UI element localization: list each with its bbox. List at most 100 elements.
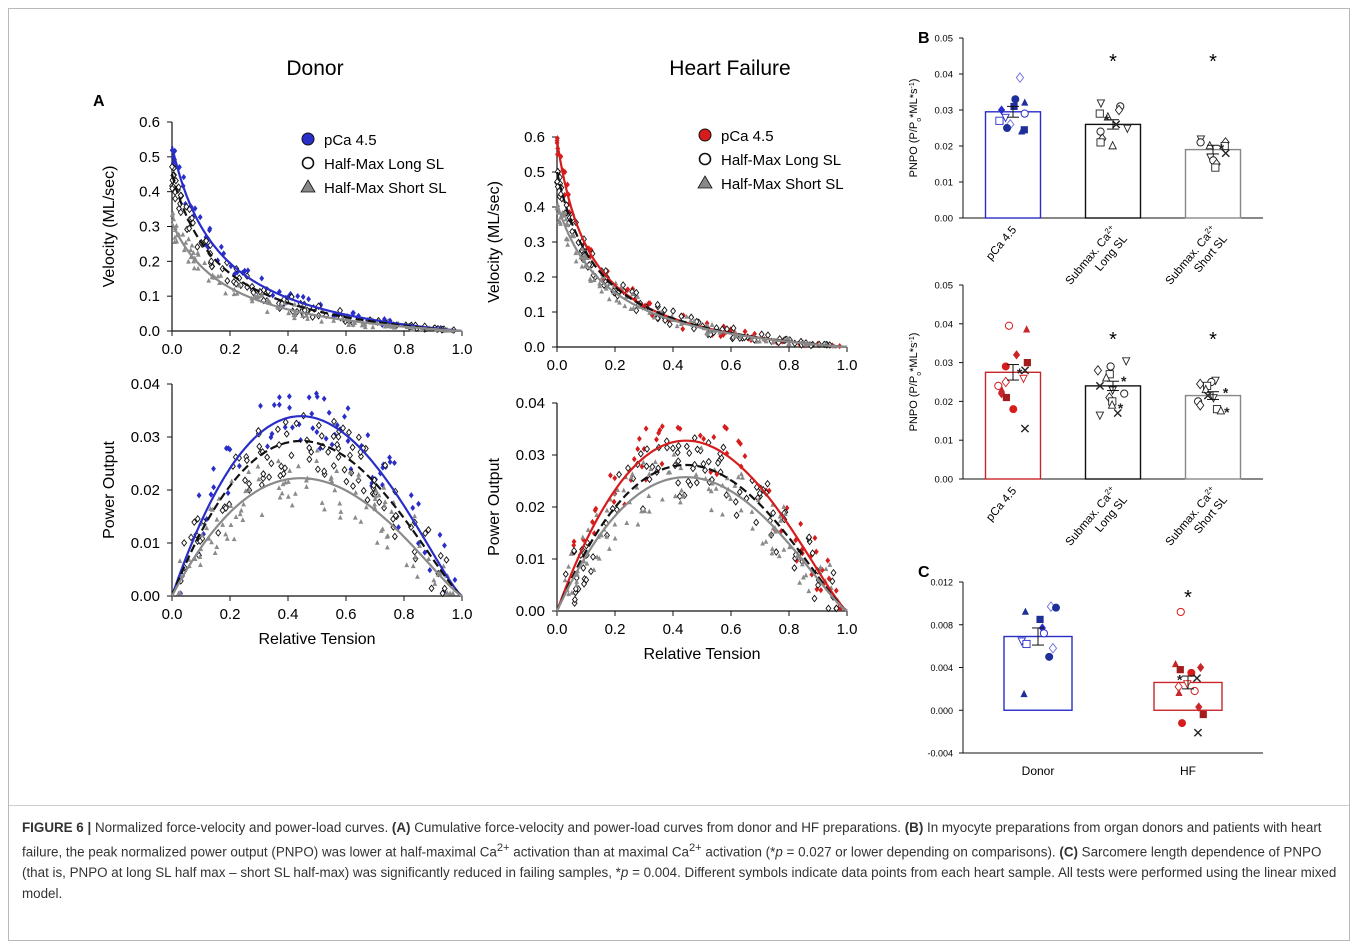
y-tick-label: 0.00 <box>935 214 954 225</box>
caption-a-text: Cumulative force-velocity and power-load… <box>410 820 905 835</box>
data-point <box>694 445 701 454</box>
data-point <box>387 454 392 461</box>
data-point <box>293 419 300 428</box>
data-point <box>385 533 391 538</box>
y-tick-label: 0.02 <box>935 142 954 153</box>
fit-curve <box>555 140 848 349</box>
data-point <box>573 258 579 264</box>
data-point: * <box>1017 365 1023 381</box>
data-point <box>678 312 685 321</box>
data-point <box>283 479 288 485</box>
data-point <box>736 488 743 496</box>
data-point <box>207 225 213 232</box>
data-point <box>656 429 662 437</box>
data-point <box>342 413 347 420</box>
data-point <box>580 534 586 540</box>
data-point <box>621 487 627 493</box>
data-point <box>228 503 234 509</box>
y-tick-label: 0.01 <box>935 178 954 189</box>
y-tick-label: 0.6 <box>524 129 545 146</box>
data-point <box>738 440 743 447</box>
data-point <box>276 441 283 449</box>
data-point <box>724 425 729 432</box>
data-point <box>574 582 579 588</box>
data-point <box>1039 629 1049 638</box>
data-point <box>776 553 782 559</box>
data-point: * <box>1224 404 1230 420</box>
data-point <box>330 461 337 470</box>
category-label: Submax. Ca2+Short SL <box>1162 483 1231 557</box>
data-point <box>214 544 220 550</box>
data-point <box>224 535 230 541</box>
data-point <box>335 453 342 462</box>
data-point <box>331 417 337 426</box>
data-point <box>191 518 198 527</box>
data-point <box>198 562 203 568</box>
x-tick-label: 0.0 <box>162 606 183 623</box>
legend-label: Half-Max Long SL <box>721 152 841 169</box>
data-point: * <box>1219 141 1225 157</box>
y-tick-label: 0.03 <box>131 429 160 446</box>
data-point <box>625 286 631 293</box>
data-point <box>574 578 580 584</box>
y-axis-label: PNPO (P/Po*ML*s-1) <box>908 79 923 178</box>
y-tick-label: 0.01 <box>131 535 160 552</box>
data-point <box>330 432 337 441</box>
data-point <box>214 516 220 522</box>
data-point <box>265 443 270 450</box>
category-label: Submax. Ca2+Long SL <box>1062 222 1131 296</box>
y-tick-label: 0.01 <box>516 551 545 568</box>
data-point <box>750 525 755 531</box>
data-point <box>1182 680 1192 689</box>
data-point <box>625 464 631 472</box>
x-tick-label: 0.8 <box>394 606 415 623</box>
data-point <box>306 444 313 452</box>
y-tick-label: 0.3 <box>139 219 160 236</box>
data-point <box>565 241 571 247</box>
data-point <box>675 424 681 431</box>
data-point <box>562 577 568 583</box>
data-point <box>283 430 290 438</box>
x-tick-label: 0.2 <box>220 341 241 358</box>
data-point <box>661 306 668 315</box>
data-point <box>292 310 298 316</box>
data-point <box>358 452 364 461</box>
data-point <box>264 309 270 314</box>
data-point <box>1002 393 1010 402</box>
data-point <box>690 324 697 333</box>
data-point <box>171 216 177 222</box>
data-point <box>1045 652 1054 661</box>
caption-p-1: p <box>775 844 783 860</box>
data-point <box>563 236 569 241</box>
y-axis-label: Power Output <box>101 441 118 539</box>
x-tick-label: 0.6 <box>721 621 742 638</box>
data-point <box>1196 138 1205 147</box>
data-point <box>223 531 229 537</box>
data-point <box>1015 72 1025 84</box>
data-point <box>612 475 618 482</box>
data-point <box>203 241 209 248</box>
x-tick-label: 0.2 <box>605 621 626 638</box>
data-point <box>246 479 253 488</box>
data-point <box>1175 688 1183 697</box>
data-point <box>250 288 257 297</box>
data-point <box>571 595 578 604</box>
data-point <box>233 514 239 520</box>
data-point <box>427 566 433 574</box>
data-point <box>181 173 187 181</box>
data-point <box>706 486 712 492</box>
panel-c-bar-chart: -0.004 0.000 0.004 0.008 0.012 Donor * * HF <box>927 578 1263 778</box>
data-point <box>998 385 1006 393</box>
data-point <box>1107 399 1117 409</box>
data-point <box>292 490 298 496</box>
data-point <box>170 210 176 216</box>
data-point <box>742 453 748 460</box>
y-tick-label: 0.004 <box>930 663 953 673</box>
data-point <box>177 191 184 200</box>
data-point <box>684 313 690 319</box>
data-point <box>1021 607 1030 615</box>
y-tick-label: 0.6 <box>139 114 160 131</box>
data-point <box>769 550 775 556</box>
data-point <box>319 500 325 505</box>
data-point: * <box>1121 373 1127 389</box>
